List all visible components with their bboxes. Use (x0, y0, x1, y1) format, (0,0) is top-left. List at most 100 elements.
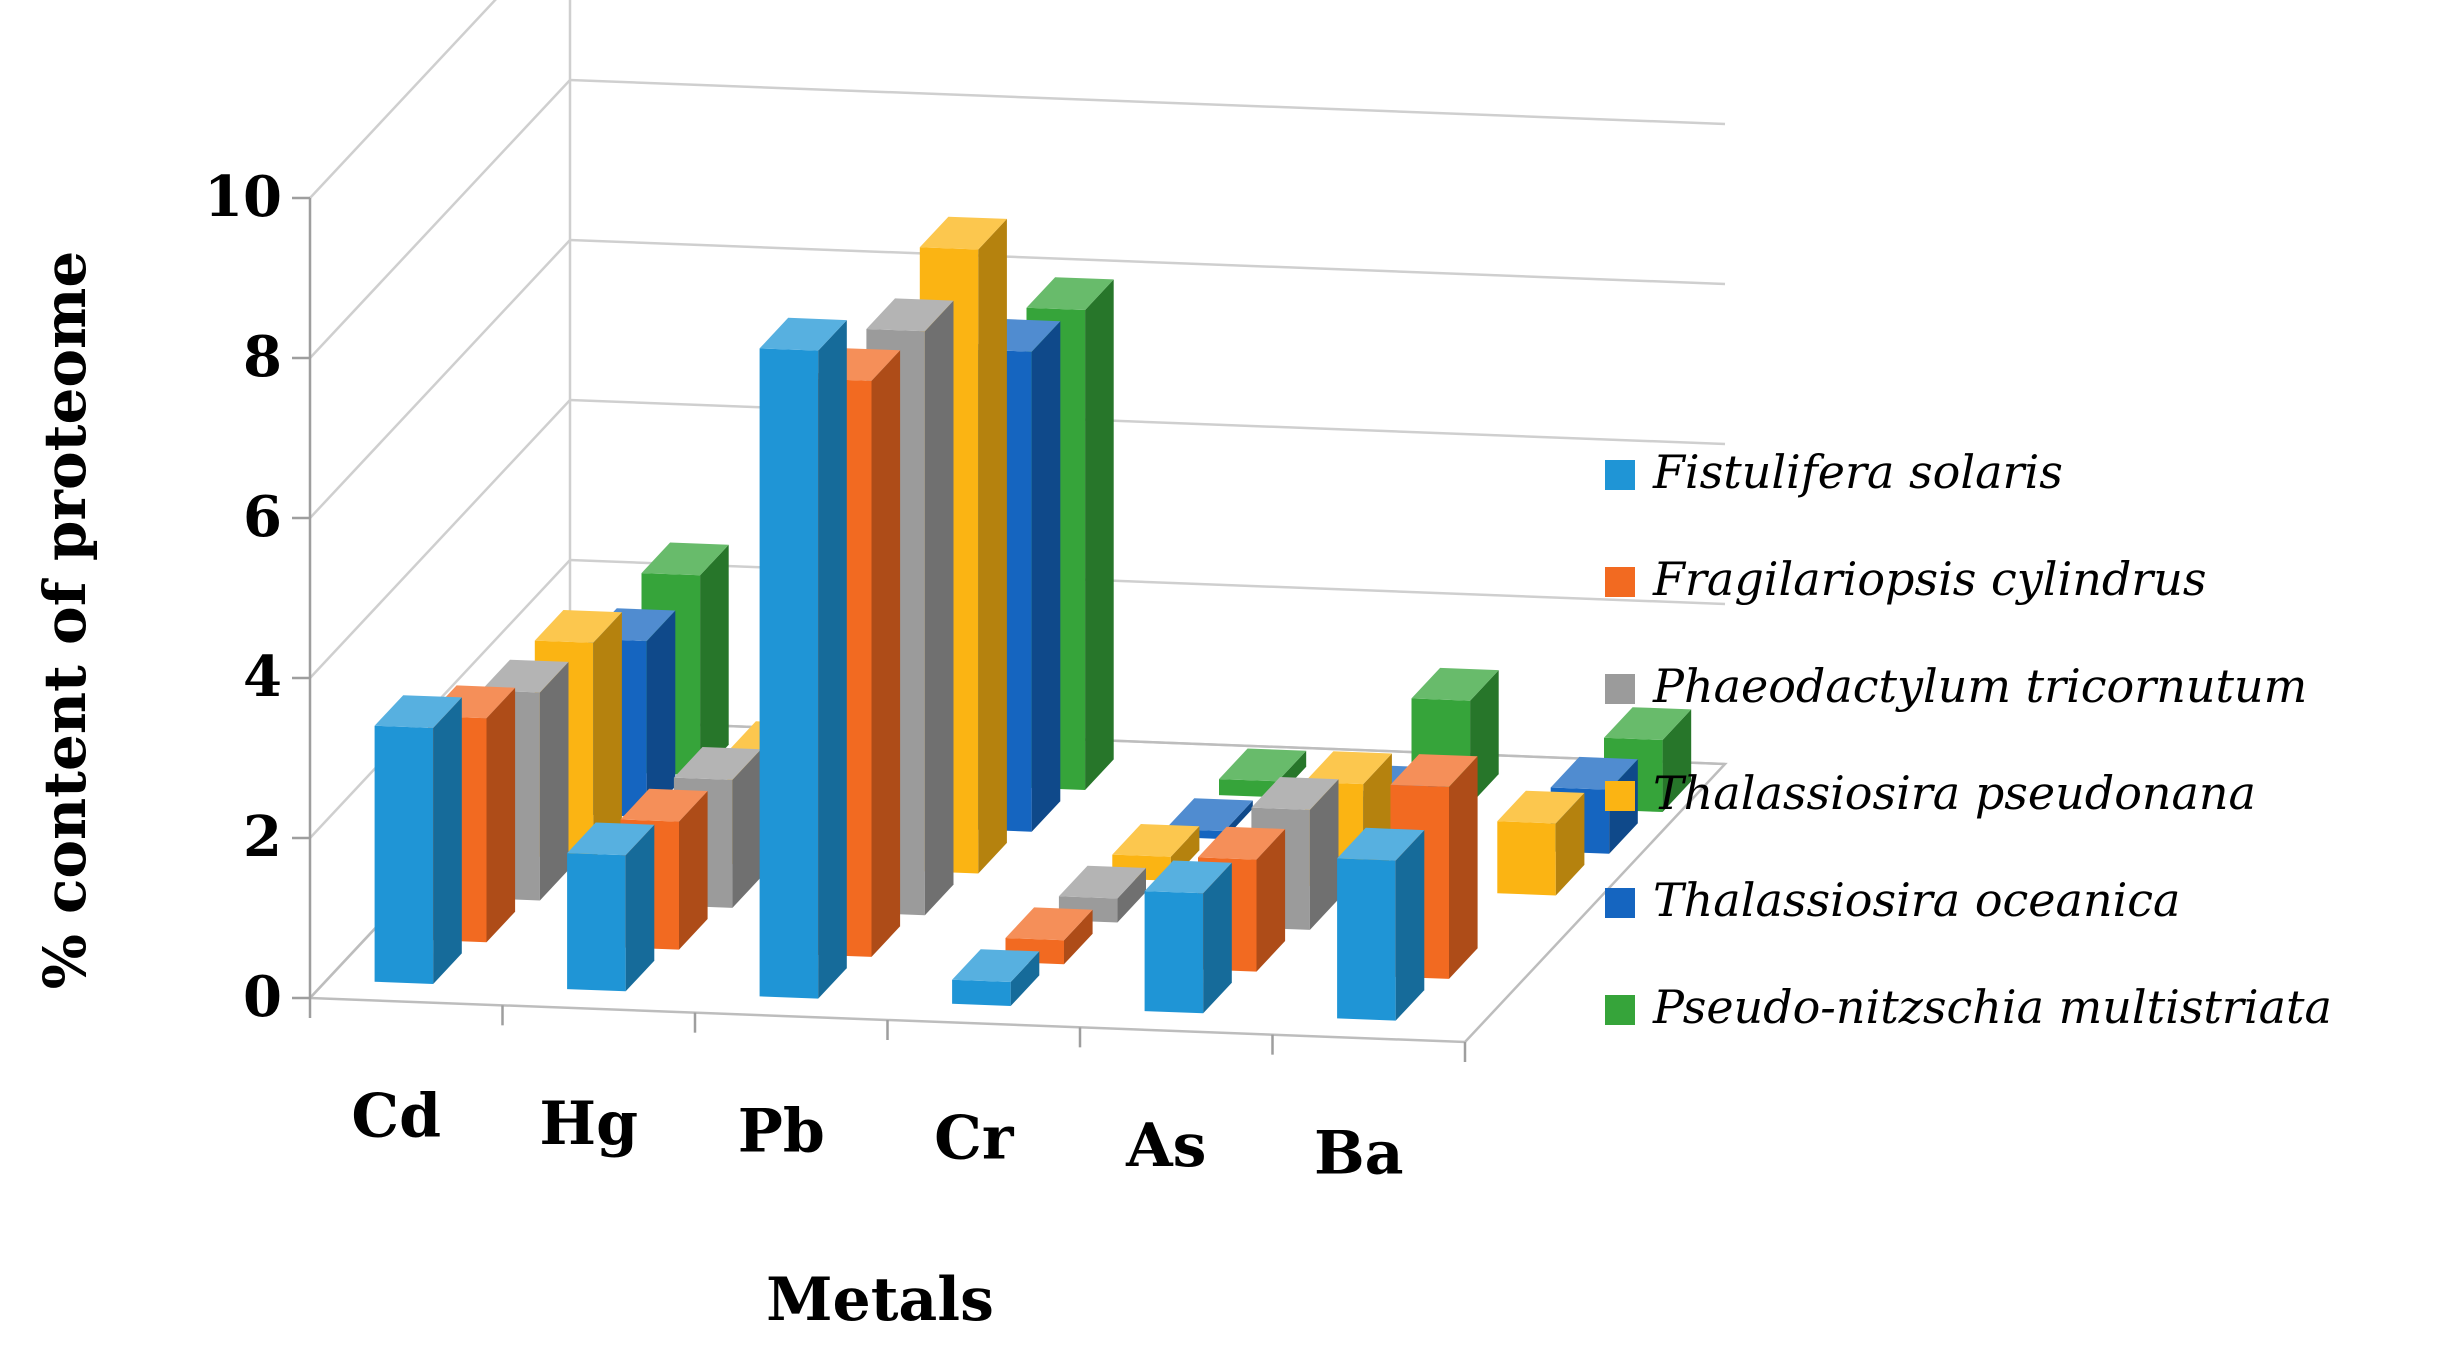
bar-side (486, 687, 516, 943)
bar-top (919, 216, 1007, 250)
bar-side (1031, 321, 1061, 832)
bar-top (1411, 667, 1499, 701)
bar-side (1064, 909, 1093, 965)
bar-top (374, 695, 462, 728)
legend-item: Thalassiosira oceanica (1605, 873, 2180, 927)
bar-side (1256, 829, 1286, 972)
bar-top (866, 298, 954, 332)
bar-top (1390, 754, 1478, 787)
y-tick-label: 2 (243, 804, 282, 870)
legend-item: Phaeodactylum tricornutum (1605, 659, 2307, 713)
bar-side (1085, 279, 1114, 790)
gridline (309, 0, 497, 199)
legend-item: Fistulifera solaris (1605, 445, 2063, 499)
bar-top (952, 949, 1040, 982)
legend-label: Fistulifera solaris (1652, 445, 2063, 499)
bar-side (818, 320, 847, 999)
legend-swatch (1605, 674, 1635, 704)
bar-front (1337, 858, 1396, 1021)
legend: Fistulifera solaris Fragilariopsis cylind… (1605, 445, 2332, 1034)
bar-side (1117, 867, 1146, 923)
bar-top (641, 542, 729, 576)
bar-side (1309, 779, 1339, 930)
legend-swatch (1605, 460, 1635, 490)
legend-swatch (1605, 995, 1635, 1025)
bar-side (1010, 951, 1040, 1006)
bar-side (700, 544, 729, 776)
bar-top (1005, 907, 1093, 941)
bar (374, 695, 462, 984)
bar-top (1058, 865, 1146, 899)
bar-side (679, 791, 708, 950)
bar-top (1112, 824, 1200, 857)
legend-label: Thalassiosira pseudonana (1653, 766, 2256, 820)
bar-front (567, 853, 626, 992)
axis-labels: % content of proteome Metals (31, 251, 994, 1335)
bar-top (1251, 777, 1339, 810)
bar-top (759, 317, 847, 351)
bar-top (1497, 790, 1585, 824)
bar-top (534, 610, 622, 643)
bar-side (1662, 709, 1692, 812)
legend-label: Phaeodactylum tricornutum (1652, 659, 2307, 713)
bar-side (1449, 756, 1478, 979)
bar (1497, 790, 1585, 896)
bar-side (433, 697, 462, 984)
bar-side (978, 218, 1007, 874)
bar-front (1219, 779, 1278, 798)
bar-side (539, 661, 569, 901)
y-axis-title: % content of proteome (31, 251, 99, 990)
bar-side (1555, 792, 1585, 896)
x-axis-title: Metals (766, 1265, 994, 1335)
legend-item: Thalassiosira pseudonana (1605, 766, 2256, 820)
bar-side (871, 350, 901, 957)
x-tick-label: Cr (934, 1104, 1015, 1174)
y-tick-label: 6 (243, 484, 282, 550)
bar-side (646, 610, 676, 818)
bar-top (1026, 277, 1114, 310)
legend-swatch (1605, 567, 1635, 597)
gridlines: 0 2 4 6 8 10 Cd Hg Pb Cr As Ba (204, 0, 1728, 1188)
bar (759, 317, 847, 999)
y-tick-label: 8 (243, 324, 282, 390)
bar-top (481, 659, 569, 693)
bar-top (1165, 798, 1253, 832)
bar-front (1497, 821, 1556, 896)
legend-item: Fragilariopsis cylindrus (1605, 552, 2206, 606)
legend-swatch (1605, 888, 1635, 918)
y-tick-label: 4 (243, 644, 282, 710)
x-tick-label: Ba (1314, 1118, 1404, 1188)
bar (1005, 907, 1093, 965)
x-tick-label: As (1125, 1111, 1206, 1181)
x-tick-label: Pb (738, 1096, 825, 1166)
bar-top (1337, 827, 1425, 861)
bar-top (1304, 751, 1392, 785)
y-tick-label: 0 (243, 964, 282, 1030)
bar-top (673, 747, 761, 780)
bar-side (1395, 830, 1425, 1021)
x-tick-label: Hg (539, 1089, 638, 1159)
bar-side (625, 824, 655, 992)
bar-side (1203, 862, 1232, 1014)
bars (374, 216, 1692, 1021)
bar-top (1219, 748, 1307, 782)
bar-side (732, 749, 761, 908)
legend-item: Pseudo-nitzschia multistriata (1605, 980, 2332, 1034)
bar-side (593, 612, 622, 859)
legend-label: Fragilariopsis cylindrus (1652, 552, 2206, 606)
legend-swatch (1605, 781, 1635, 811)
bar-top (1144, 860, 1232, 894)
bar-front (374, 725, 434, 984)
bar-top (1198, 826, 1286, 860)
bar-side (924, 300, 954, 916)
gridline (309, 78, 1726, 359)
bar (1144, 860, 1232, 1014)
bar-top (1604, 707, 1692, 740)
legend-label: Pseudo-nitzschia multistriata (1652, 980, 2332, 1034)
bar-top (620, 788, 708, 822)
bar-front (952, 979, 1011, 1006)
bar (1337, 827, 1425, 1021)
bar-top (567, 822, 655, 856)
legend-label: Thalassiosira oceanica (1653, 873, 2180, 927)
